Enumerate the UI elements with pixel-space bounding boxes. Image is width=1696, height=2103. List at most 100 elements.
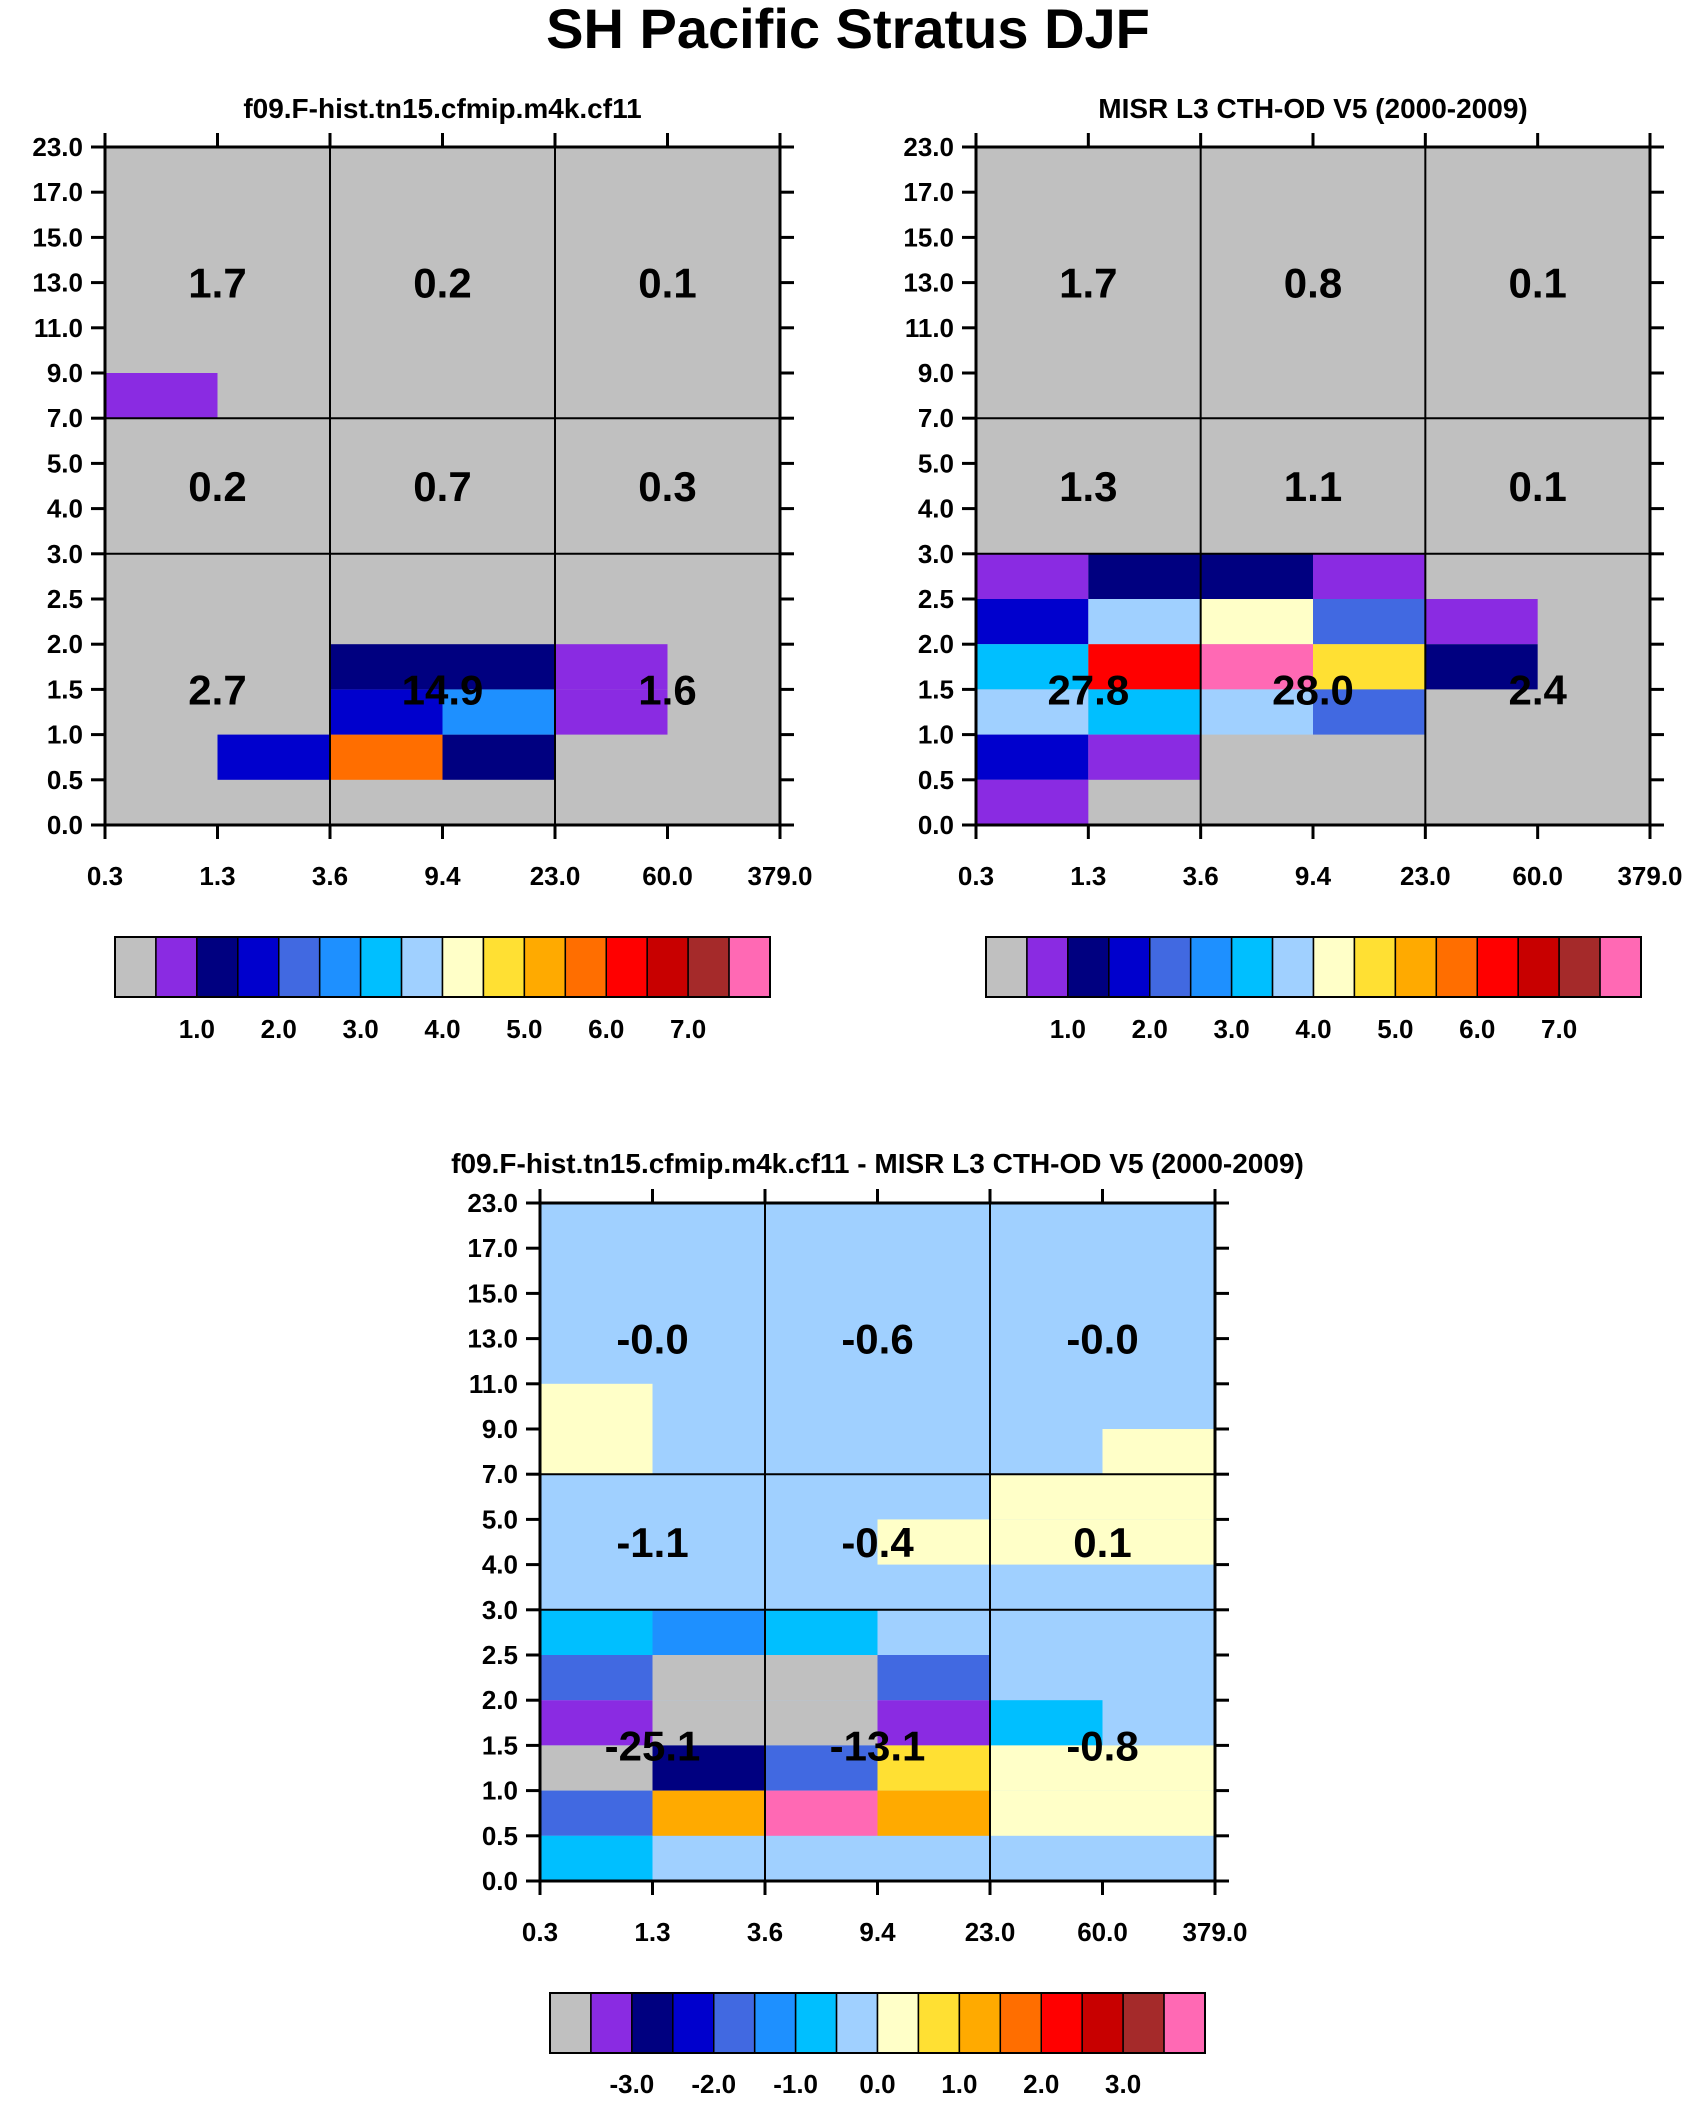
heatmap-cell xyxy=(652,1790,765,1836)
colorbar-swatch xyxy=(1108,936,1151,998)
region-value-label: 28.0 xyxy=(1272,666,1354,713)
heatmap-cell xyxy=(976,553,1089,599)
colorbar-swatch xyxy=(1558,936,1601,998)
colorbar-swatch xyxy=(794,1992,838,2054)
colorbar-swatch xyxy=(359,936,403,998)
region-value-label: 0.2 xyxy=(413,260,471,307)
region-value-label: 2.7 xyxy=(188,666,246,713)
colorbar-swatch xyxy=(1476,936,1519,998)
y-tick-label: 11.0 xyxy=(905,313,954,343)
region-value-label: -0.8 xyxy=(1066,1722,1138,1769)
region-value-label: -0.4 xyxy=(841,1519,914,1566)
y-tick-label: 1.5 xyxy=(482,1730,518,1760)
x-tick-label: 379.0 xyxy=(1182,1917,1247,1947)
heatmap-cell xyxy=(976,689,1089,735)
y-tick-label: 5.0 xyxy=(482,1504,518,1534)
y-tick-label: 1.0 xyxy=(47,720,83,750)
y-tick-label: 0.5 xyxy=(482,1821,518,1851)
colorbar-swatch xyxy=(590,1992,633,2054)
colorbar-swatch xyxy=(278,936,321,998)
heatmap-cell xyxy=(1425,644,1538,690)
region-value-label: 2.4 xyxy=(1508,666,1567,713)
heatmap-cell xyxy=(1102,1474,1215,1520)
colorbar-swatch xyxy=(672,1992,715,2054)
colorbar-swatch xyxy=(318,936,362,998)
colorbar-label: 2.0 xyxy=(1023,2069,1059,2099)
colorbar-label: 6.0 xyxy=(588,1014,624,1044)
colorbar-label: 3.0 xyxy=(1214,1014,1250,1044)
heatmap-cell xyxy=(990,1700,1103,1746)
x-tick-label: 1.3 xyxy=(1070,861,1106,891)
colorbar-swatch xyxy=(646,936,689,998)
x-tick-label: 60.0 xyxy=(642,861,693,891)
colorbar-swatch xyxy=(958,1992,1002,2054)
colorbar-swatch xyxy=(1149,936,1192,998)
heatmap-cell xyxy=(540,1790,653,1836)
y-tick-label: 17.0 xyxy=(903,177,954,207)
region-value-label: -0.6 xyxy=(841,1316,913,1363)
x-tick-label: 9.4 xyxy=(1295,861,1332,891)
heatmap-cell xyxy=(765,1745,878,1791)
colorbar-swatch xyxy=(1271,936,1315,998)
heatmap-cell xyxy=(1102,1790,1215,1836)
colorbar-label: 1.0 xyxy=(941,2069,977,2099)
heatmap-cell xyxy=(540,1429,653,1475)
colorbar-swatch xyxy=(917,1992,961,2054)
y-tick-label: 0.0 xyxy=(482,1866,518,1896)
y-tick-label: 3.0 xyxy=(47,539,83,569)
heatmap-cell xyxy=(1313,644,1426,690)
heatmap-cell xyxy=(877,1745,990,1791)
colorbar-swatch xyxy=(1517,936,1560,998)
colorbar-swatch xyxy=(631,1992,674,2054)
colorbar-swatch xyxy=(1599,936,1642,998)
y-tick-label: 1.0 xyxy=(918,720,954,750)
colorbar-label: 3.0 xyxy=(343,1014,379,1044)
heatmap-cell xyxy=(1088,644,1201,690)
panel-title: f09.F-hist.tn15.cfmip.m4k.cf11 xyxy=(243,93,641,124)
y-tick-label: 4.0 xyxy=(918,494,954,524)
colorbar-label: 7.0 xyxy=(1541,1014,1577,1044)
y-tick-label: 13.0 xyxy=(467,1324,518,1354)
x-tick-label: 60.0 xyxy=(1077,1917,1128,1947)
y-tick-label: 23.0 xyxy=(903,132,954,162)
y-tick-label: 13.0 xyxy=(903,268,954,298)
y-tick-label: 2.5 xyxy=(918,584,954,614)
y-tick-label: 23.0 xyxy=(32,132,83,162)
y-tick-label: 5.0 xyxy=(47,448,83,478)
heatmap-cell xyxy=(1200,689,1313,735)
heatmap-cell xyxy=(976,599,1089,645)
colorbar-swatch xyxy=(1122,1992,1165,2054)
colorbar-swatch xyxy=(523,936,567,998)
region-value-label: 0.1 xyxy=(1073,1519,1131,1566)
x-tick-label: 0.3 xyxy=(522,1917,558,1947)
colorbar-label: 4.0 xyxy=(424,1014,460,1044)
region-value-label: 14.9 xyxy=(402,666,484,713)
heatmap-cell xyxy=(877,1655,990,1701)
y-tick-label: 15.0 xyxy=(32,222,83,252)
x-tick-label: 9.4 xyxy=(424,861,461,891)
y-tick-label: 9.0 xyxy=(47,358,83,388)
region-value-label: -25.1 xyxy=(605,1722,701,1769)
y-tick-label: 0.5 xyxy=(918,765,954,795)
region-value-label: -13.1 xyxy=(830,1722,926,1769)
region-value-label: 1.1 xyxy=(1284,463,1342,510)
x-tick-label: 379.0 xyxy=(1617,861,1682,891)
panel-title: MISR L3 CTH-OD V5 (2000-2009) xyxy=(1098,93,1527,124)
heatmap-cell xyxy=(1313,553,1426,599)
y-tick-label: 4.0 xyxy=(482,1550,518,1580)
colorbar-label: -1.0 xyxy=(773,2069,818,2099)
colorbar-swatch xyxy=(564,936,607,998)
y-tick-label: 0.5 xyxy=(47,765,83,795)
colorbar-swatch xyxy=(1081,1992,1124,2054)
y-tick-label: 4.0 xyxy=(47,494,83,524)
heatmap-cell xyxy=(765,1609,878,1655)
colorbar-label: -2.0 xyxy=(691,2069,736,2099)
colorbar-swatch xyxy=(196,936,239,998)
colorbar-swatch xyxy=(155,936,198,998)
colorbar-swatch xyxy=(835,1992,879,2054)
heatmap-cell xyxy=(1088,689,1201,735)
region-value-label: -0.0 xyxy=(1066,1316,1138,1363)
heatmap-cell xyxy=(1200,553,1313,599)
region-value-label: 1.3 xyxy=(1059,463,1117,510)
x-tick-label: 1.3 xyxy=(634,1917,670,1947)
